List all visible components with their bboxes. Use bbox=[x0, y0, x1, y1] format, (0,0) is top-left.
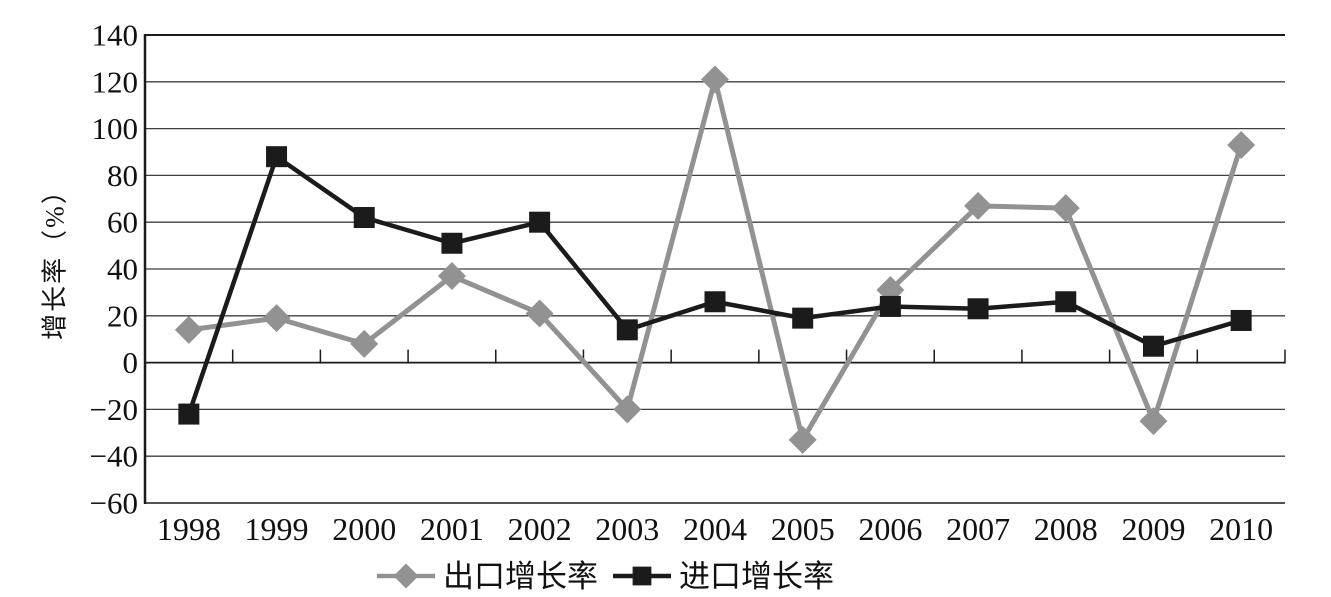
y-tick-label: 120 bbox=[92, 64, 139, 99]
y-tick-label: −60 bbox=[90, 486, 138, 521]
diamond-marker bbox=[613, 395, 642, 424]
x-tick-labels: 1998 1999 2000 2001 2002 2003 2004 2005 2006 2007… bbox=[157, 511, 1273, 547]
y-tick-label: 140 bbox=[92, 18, 139, 53]
diamond-marker bbox=[1139, 407, 1168, 436]
x-tick-label: 2009 bbox=[1121, 511, 1185, 547]
x-tick-label: 2004 bbox=[683, 511, 747, 547]
y-tick-label: 20 bbox=[107, 298, 138, 333]
x-tick-label: 2001 bbox=[420, 511, 484, 547]
square-marker bbox=[178, 403, 200, 425]
y-tick-label: −40 bbox=[90, 439, 138, 474]
series-line-0 bbox=[186, 76, 1244, 443]
x-tick-label: 1998 bbox=[157, 511, 221, 547]
diamond-marker bbox=[393, 563, 419, 589]
square-marker bbox=[792, 307, 814, 329]
y-tick-label: 80 bbox=[107, 158, 138, 193]
x-tick-label: 2008 bbox=[1034, 511, 1098, 547]
y-tick-label: 60 bbox=[107, 205, 138, 240]
x-tick-label: 2007 bbox=[946, 511, 1010, 547]
x-tick-label: 2002 bbox=[508, 511, 572, 547]
x-tick-label: 2005 bbox=[771, 511, 835, 547]
y-axis-title: 增长率（%） bbox=[40, 176, 70, 340]
square-marker bbox=[266, 146, 288, 168]
series-line-1 bbox=[186, 154, 1244, 417]
x-tick-label: 2000 bbox=[332, 511, 396, 547]
chart-legend: 出口增长率 进口增长率 bbox=[0, 556, 1271, 596]
series-markers-1 bbox=[178, 146, 1252, 425]
square-marker bbox=[529, 211, 551, 233]
export-series-swatch bbox=[377, 563, 435, 589]
x-tick-label: 1999 bbox=[245, 511, 309, 547]
series-markers-0 bbox=[174, 65, 1256, 454]
square-marker bbox=[879, 295, 901, 317]
x-tick-label: 2006 bbox=[858, 511, 922, 547]
diamond-marker bbox=[1051, 194, 1080, 223]
square-marker bbox=[1142, 335, 1164, 357]
square-marker bbox=[1055, 291, 1077, 313]
x-tick-label: 2003 bbox=[595, 511, 659, 547]
x-tick-label: 2010 bbox=[1209, 511, 1273, 547]
square-marker bbox=[441, 232, 463, 254]
legend-item-export: 出口增长率 bbox=[377, 561, 598, 592]
export-series-label: 出口增长率 bbox=[443, 558, 598, 594]
y-tick-labels: −60 −40 −20 0 20 40 60 80 100 120 140 bbox=[90, 18, 138, 521]
y-tick-label: 40 bbox=[107, 252, 138, 287]
diamond-marker bbox=[262, 304, 291, 333]
square-marker bbox=[704, 291, 726, 313]
diamond-marker bbox=[437, 262, 466, 291]
zero-axis-ticks bbox=[231, 349, 1286, 364]
y-tick-label: 100 bbox=[92, 111, 139, 146]
import-series-label: 进口增长率 bbox=[679, 558, 834, 594]
diamond-marker bbox=[788, 425, 817, 454]
diamond-marker bbox=[701, 65, 729, 94]
square-marker bbox=[353, 207, 375, 229]
diamond-marker bbox=[525, 299, 554, 328]
square-marker bbox=[632, 566, 652, 586]
diamond-marker bbox=[1227, 130, 1256, 159]
diamond-marker bbox=[350, 329, 379, 358]
square-marker bbox=[967, 298, 989, 320]
square-marker bbox=[616, 319, 638, 341]
diamond-marker bbox=[174, 315, 203, 344]
import-series-swatch bbox=[613, 566, 671, 586]
diamond-marker bbox=[964, 191, 993, 220]
y-tick-label: 0 bbox=[123, 345, 139, 380]
square-marker bbox=[1230, 309, 1252, 331]
legend-item-import: 进口增长率 bbox=[613, 561, 834, 592]
gridlines bbox=[145, 34, 1285, 504]
y-tick-label: −20 bbox=[90, 392, 138, 427]
